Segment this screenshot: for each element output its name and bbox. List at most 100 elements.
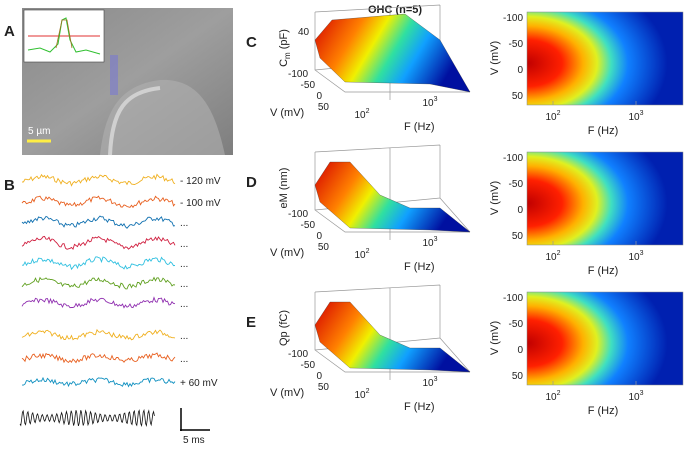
v-tick-label: -100 — [288, 69, 308, 80]
v-tick-label: -100 — [288, 349, 308, 360]
hm-ticks — [552, 381, 637, 385]
f-axis-label: F (Hz) — [588, 265, 619, 277]
hm-ticks — [552, 101, 637, 105]
trace-label: ... — [180, 218, 188, 229]
trace-label: ... — [180, 354, 188, 365]
panel-label: E — [246, 314, 256, 331]
f-tick-label: 103 — [628, 250, 643, 263]
v-tick-label: 50 — [318, 382, 330, 393]
v-axis-label: V (mV) — [270, 387, 304, 399]
v-tick-label: -50 — [509, 179, 524, 190]
heatmap — [526, 291, 684, 386]
cell-edge — [108, 86, 161, 156]
tick-exp: 2 — [366, 108, 370, 115]
probe — [110, 55, 118, 95]
z-label-main: C — [278, 59, 290, 67]
tick-base: 10 — [354, 390, 366, 401]
f-tick-label: 103 — [628, 110, 643, 123]
z-label-sub: m — [283, 52, 292, 59]
f-tick-label: 102 — [354, 248, 369, 261]
trace — [21, 276, 176, 290]
panel-label: D — [246, 174, 257, 191]
surface — [314, 13, 471, 93]
z-label-main: Qp (fC) — [278, 310, 290, 346]
f-axis-label: F (Hz) — [404, 261, 435, 273]
trace-label: - 120 mV — [180, 176, 221, 187]
v-tick-label: 50 — [512, 91, 524, 102]
trace-label: + 60 mV — [180, 378, 218, 389]
z-label-unit: (pF) — [278, 29, 290, 49]
tick-base: 10 — [628, 252, 640, 263]
f-tick-label: 102 — [545, 390, 560, 403]
trace — [21, 235, 176, 250]
tick-base: 10 — [545, 252, 557, 263]
tick-exp: 2 — [557, 390, 561, 397]
tick-exp: 3 — [640, 250, 644, 257]
f-tick-label: 102 — [354, 108, 369, 121]
tick-base: 10 — [354, 250, 366, 261]
v-tick-label: -50 — [509, 39, 524, 50]
v-tick-label: -100 — [503, 293, 523, 304]
tick-exp: 3 — [640, 390, 644, 397]
tick-base: 10 — [628, 392, 640, 403]
tick-exp: 3 — [434, 236, 438, 243]
f-axis-label: F (Hz) — [404, 121, 435, 133]
tick-base: 10 — [422, 378, 434, 389]
trace-label: ... — [180, 239, 188, 250]
trace-label: ... — [180, 279, 188, 290]
trace-label: ... — [180, 331, 188, 342]
tick-exp: 3 — [434, 376, 438, 383]
v-tick-label: 50 — [512, 371, 524, 382]
v-tick-label: 0 — [316, 91, 322, 102]
tick-base: 10 — [422, 238, 434, 249]
tick-base: 10 — [545, 392, 557, 403]
trace — [21, 296, 176, 309]
v-axis-label: V (mV) — [270, 247, 304, 259]
v-tick-label: -100 — [503, 13, 523, 24]
f-tick-label: 103 — [422, 376, 437, 389]
scale-bar-label: 5 µm — [28, 126, 50, 137]
trace — [21, 173, 176, 187]
v-tick-label: 50 — [318, 242, 330, 253]
trace-label: - 100 mV — [180, 198, 221, 209]
trace — [22, 256, 176, 271]
f-tick-label: 103 — [422, 236, 437, 249]
v-tick-label: 50 — [512, 231, 524, 242]
tick-base: 10 — [354, 110, 366, 121]
v-axis-label: V (mV) — [489, 181, 501, 215]
scale-bar-label: 5 ms — [183, 435, 205, 446]
f-tick-label: 102 — [545, 250, 560, 263]
stimulus-trace — [19, 408, 155, 428]
surface — [314, 301, 471, 373]
v-tick-label: -50 — [301, 220, 316, 231]
trace — [22, 376, 176, 388]
v-tick-label: -50 — [301, 80, 316, 91]
tick-exp: 2 — [366, 388, 370, 395]
v-tick-label: 0 — [517, 345, 523, 356]
trace — [21, 328, 176, 341]
tick-exp: 3 — [434, 96, 438, 103]
v-tick-label: 0 — [517, 205, 523, 216]
v-tick-label: 0 — [316, 231, 322, 242]
tick-exp: 3 — [640, 110, 644, 117]
hm-ticks — [552, 241, 637, 245]
axis-box — [314, 284, 471, 380]
z-axis-label: Qp (fC) — [278, 310, 290, 346]
surface — [314, 161, 471, 233]
f-axis-label: F (Hz) — [588, 125, 619, 137]
f-tick-label: 102 — [545, 110, 560, 123]
trace — [21, 215, 176, 229]
v-axis-label: V (mV) — [270, 107, 304, 119]
tick-base: 10 — [628, 112, 640, 123]
panel-label: B — [4, 177, 15, 194]
v-tick-label: -50 — [509, 319, 524, 330]
f-axis-label: F (Hz) — [588, 405, 619, 417]
tick-exp: 2 — [557, 110, 561, 117]
panel-label: A — [4, 23, 15, 40]
f-tick-label: 103 — [422, 96, 437, 109]
f-tick-label: 102 — [354, 388, 369, 401]
